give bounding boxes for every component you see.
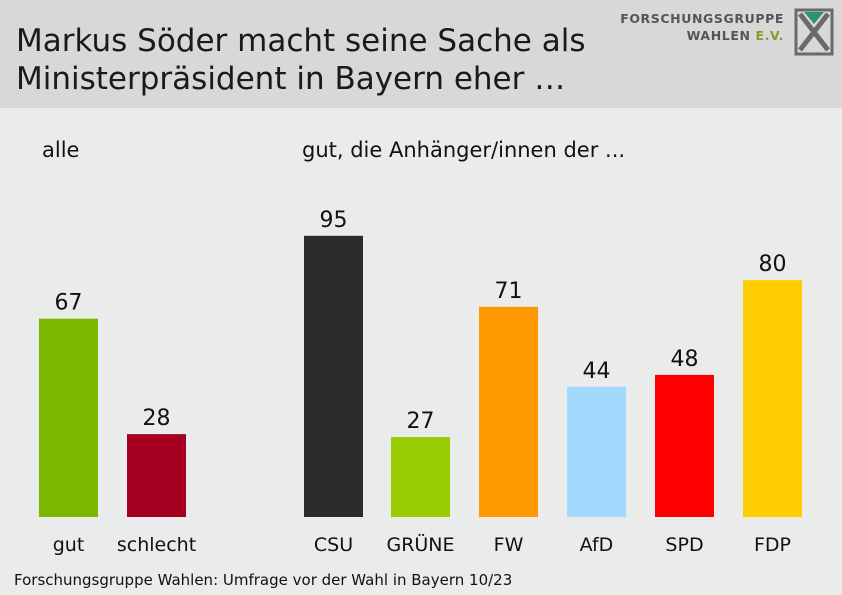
- category-label-gr-ne: GRÜNE: [386, 533, 454, 556]
- value-label-fdp: 80: [759, 252, 787, 277]
- bar-gut: [39, 318, 98, 517]
- value-label-gut: 67: [55, 291, 83, 316]
- source-footer: Forschungsgruppe Wahlen: Umfrage vor der…: [14, 571, 513, 589]
- title-line-2: Ministerpräsident in Bayern eher …: [16, 61, 566, 97]
- bar-schlecht: [127, 434, 186, 517]
- bar-fw: [479, 306, 538, 517]
- category-label-afd: AfD: [580, 534, 614, 556]
- category-label-csu: CSU: [314, 534, 353, 556]
- category-label-spd: SPD: [665, 534, 703, 556]
- bar-gr-ne: [391, 437, 450, 517]
- header-band: Markus Söder macht seine Sache als Minis…: [0, 0, 842, 108]
- value-label-fw: 71: [495, 279, 523, 304]
- logo-line-1: FORSCHUNGSGRUPPE: [620, 11, 784, 26]
- logo-line-2: WAHLEN E.V.: [686, 28, 784, 43]
- fgw-logo-icon: [794, 8, 834, 56]
- category-label-fw: FW: [494, 534, 524, 556]
- category-label-schlecht: schlecht: [117, 534, 196, 556]
- logo-text: FORSCHUNGSGRUPPE WAHLEN E.V.: [620, 10, 784, 44]
- bar-afd: [567, 386, 626, 517]
- value-label-csu: 95: [320, 208, 348, 233]
- value-label-schlecht: 28: [143, 406, 171, 431]
- value-label-spd: 48: [671, 347, 699, 372]
- title-line-1: Markus Söder macht seine Sache als: [16, 23, 586, 59]
- section-label-supporters: gut, die Anhänger/innen der ...: [302, 138, 626, 162]
- bar-spd: [655, 374, 714, 517]
- category-label-fdp: FDP: [754, 534, 791, 556]
- category-label-gut: gut: [53, 534, 85, 556]
- value-label-gr-ne: 27: [407, 409, 435, 434]
- bar-csu: [304, 235, 363, 518]
- value-label-afd: 44: [583, 359, 611, 384]
- section-label-all: alle: [42, 138, 80, 162]
- bar-fdp: [743, 280, 802, 517]
